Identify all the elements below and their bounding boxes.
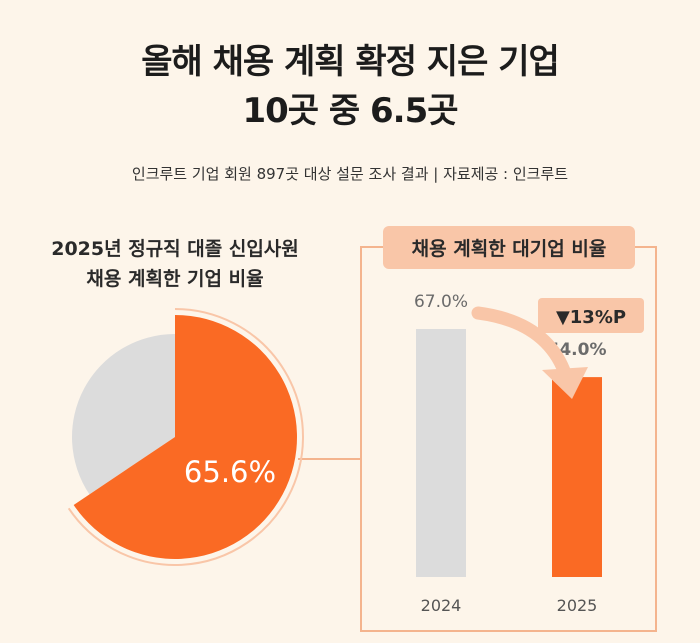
pie-slice-rest: [72, 334, 175, 495]
bar-chart-title: 채용 계획한 대기업 비율: [383, 226, 635, 269]
pie-outline-arc: [67, 308, 304, 566]
change-badge-text: ▼13%P: [556, 307, 626, 328]
x-tick-label-2024: 2024: [421, 596, 462, 615]
x-tick-label-2025: 2025: [557, 596, 598, 615]
bar-value-label-2024: 67.0%: [414, 292, 468, 312]
decline-arrow-icon: [471, 306, 573, 383]
pie-chart-title-line-2: 채용 계획한 기업 비율: [86, 268, 264, 290]
bar-2024: [416, 329, 466, 577]
pie-slice-main: [73, 315, 297, 559]
pie-value-label: 65.6%: [184, 455, 276, 489]
page-title: 올해 채용 계획 확정 지은 기업 10곳 중 6.5곳: [0, 38, 700, 136]
page-title-line-2: 10곳 중 6.5곳: [242, 91, 458, 131]
pie-chart-title-line-1: 2025년 정규직 대졸 신입사원: [51, 238, 299, 260]
pie-chart: 65.6%: [67, 308, 304, 566]
pie-chart-title: 2025년 정규직 대졸 신입사원 채용 계획한 기업 비율: [20, 234, 330, 294]
page-title-line-1: 올해 채용 계획 확정 지은 기업: [141, 42, 560, 82]
decline-arrow-head: [542, 367, 588, 399]
bar-panel-frame: [360, 246, 657, 632]
bar-chart: 67.0% 54.0% 2024 2025: [414, 292, 607, 615]
change-badge: [538, 298, 644, 333]
bar-2025: [552, 377, 602, 577]
source-subtitle: 인크루트 기업 회원 897곳 대상 설문 조사 결과 | 자료제공 : 인크루…: [131, 165, 569, 183]
